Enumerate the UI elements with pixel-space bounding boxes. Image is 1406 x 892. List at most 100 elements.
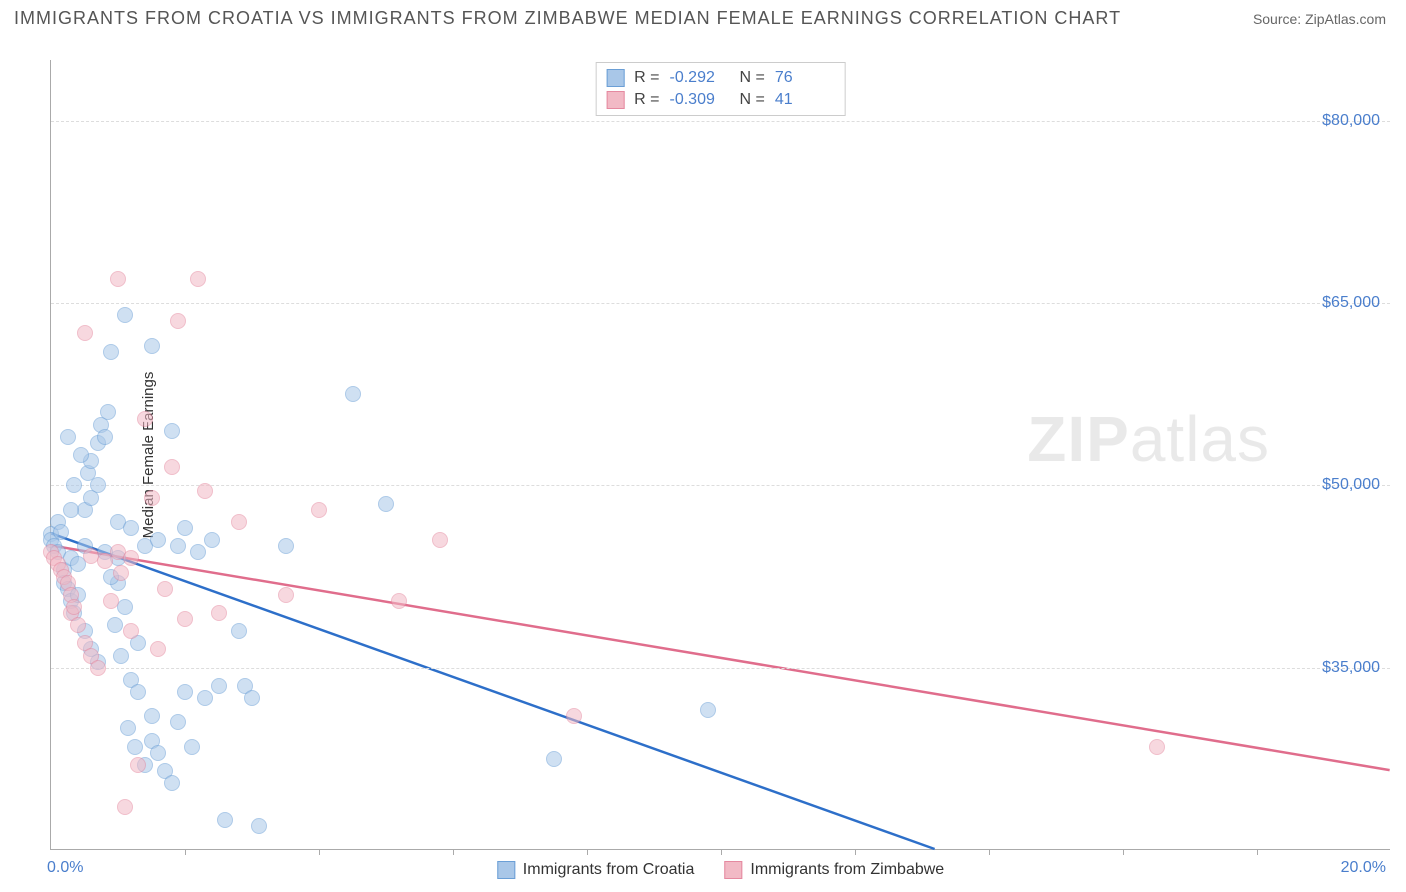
data-point [546, 751, 562, 767]
x-tick [453, 849, 454, 855]
x-tick [587, 849, 588, 855]
data-point [197, 690, 213, 706]
data-point [73, 447, 89, 463]
data-point [244, 690, 260, 706]
data-point [190, 271, 206, 287]
x-tick [319, 849, 320, 855]
source-label: Source: ZipAtlas.com [1253, 11, 1386, 27]
data-point [164, 459, 180, 475]
chart-header: IMMIGRANTS FROM CROATIA VS IMMIGRANTS FR… [0, 0, 1406, 33]
x-tick [1257, 849, 1258, 855]
data-point [197, 483, 213, 499]
n-label: N = [740, 91, 765, 109]
x-tick [721, 849, 722, 855]
x-tick [1123, 849, 1124, 855]
data-point [97, 553, 113, 569]
gridline [51, 668, 1390, 669]
data-point [127, 739, 143, 755]
data-point [204, 532, 220, 548]
data-point [184, 739, 200, 755]
legend-label: Immigrants from Croatia [523, 861, 695, 879]
data-point [170, 714, 186, 730]
data-point [164, 775, 180, 791]
data-point [66, 599, 82, 615]
x-axis-max-label: 20.0% [1341, 859, 1386, 877]
data-point [60, 429, 76, 445]
data-point [211, 605, 227, 621]
data-point [170, 538, 186, 554]
data-point [311, 502, 327, 518]
data-point [700, 702, 716, 718]
data-point [251, 818, 267, 834]
legend-item: Immigrants from Croatia [497, 861, 695, 879]
data-point [150, 745, 166, 761]
data-point [113, 565, 129, 581]
x-axis-min-label: 0.0% [47, 859, 83, 877]
data-point [117, 799, 133, 815]
x-tick [185, 849, 186, 855]
stats-box: R = -0.292 N = 76 R = -0.309 N = 41 [595, 62, 846, 116]
gridline [51, 121, 1390, 122]
x-tick [855, 849, 856, 855]
data-point [137, 411, 153, 427]
data-point [66, 477, 82, 493]
data-point [345, 386, 361, 402]
data-point [278, 538, 294, 554]
data-point [278, 587, 294, 603]
data-point [432, 532, 448, 548]
data-point [566, 708, 582, 724]
data-point [177, 684, 193, 700]
legend-swatch [724, 861, 742, 879]
n-value: 76 [775, 69, 835, 87]
data-point [231, 514, 247, 530]
legend-item: Immigrants from Zimbabwe [724, 861, 944, 879]
data-point [150, 641, 166, 657]
data-point [177, 520, 193, 536]
data-point [144, 490, 160, 506]
data-point [130, 757, 146, 773]
data-point [100, 404, 116, 420]
data-point [63, 502, 79, 518]
legend-label: Immigrants from Zimbabwe [750, 861, 944, 879]
n-value: 41 [775, 91, 835, 109]
data-point [90, 660, 106, 676]
data-point [164, 423, 180, 439]
r-label: R = [634, 91, 659, 109]
data-point [123, 623, 139, 639]
n-label: N = [740, 69, 765, 87]
y-tick-label: $35,000 [1322, 659, 1380, 677]
chart-plot-area: Median Female Earnings ZIPatlas R =-0.29… [50, 60, 1390, 850]
chart-title: IMMIGRANTS FROM CROATIA VS IMMIGRANTS FR… [14, 8, 1121, 29]
stats-row: R =-0.292N =76 [606, 67, 835, 89]
data-point [177, 611, 193, 627]
legend-bottom: Immigrants from Croatia Immigrants from Z… [497, 861, 944, 879]
data-point [53, 524, 69, 540]
data-point [150, 532, 166, 548]
data-point [77, 325, 93, 341]
data-point [123, 550, 139, 566]
data-point [70, 617, 86, 633]
data-point [103, 344, 119, 360]
x-tick [989, 849, 990, 855]
y-tick-label: $65,000 [1322, 294, 1380, 312]
data-point [378, 496, 394, 512]
r-value: -0.309 [670, 91, 730, 109]
gridline [51, 485, 1390, 486]
data-point [123, 520, 139, 536]
data-point [1149, 739, 1165, 755]
legend-swatch [497, 861, 515, 879]
stats-row: R = -0.309 N = 41 [606, 89, 835, 111]
legend-swatch [606, 91, 624, 109]
y-tick-label: $50,000 [1322, 476, 1380, 494]
data-point [217, 812, 233, 828]
data-point [97, 429, 113, 445]
data-point [130, 684, 146, 700]
data-point [120, 720, 136, 736]
data-point [110, 271, 126, 287]
legend-swatch [606, 69, 624, 87]
data-point [117, 307, 133, 323]
y-tick-label: $80,000 [1322, 112, 1380, 130]
data-point [90, 477, 106, 493]
r-value: -0.292 [670, 69, 730, 87]
gridline [51, 303, 1390, 304]
